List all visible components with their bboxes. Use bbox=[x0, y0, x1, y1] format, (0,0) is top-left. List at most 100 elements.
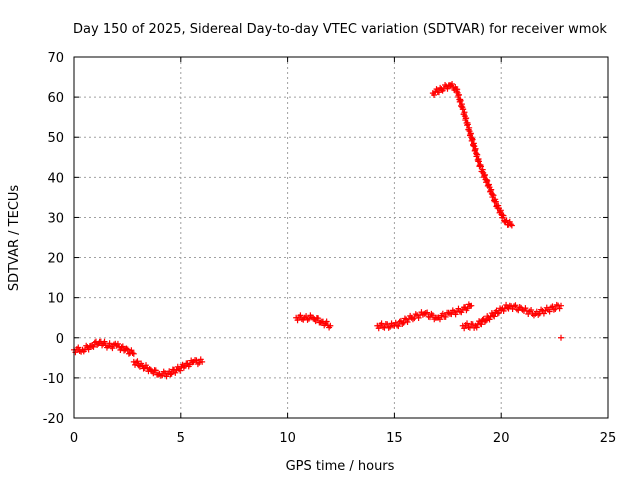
series-night-segment-a bbox=[71, 338, 137, 357]
trace-marker bbox=[103, 344, 110, 351]
y-tick-label: -20 bbox=[43, 412, 64, 427]
trace-marker bbox=[177, 367, 184, 374]
trace-marker bbox=[474, 151, 481, 158]
trace-marker bbox=[436, 316, 443, 323]
trace-marker bbox=[497, 207, 504, 214]
x-tick-label: 5 bbox=[177, 431, 185, 446]
trace-marker bbox=[196, 359, 203, 366]
y-tick-label: 0 bbox=[56, 332, 64, 347]
trace-marker bbox=[507, 221, 514, 228]
trace-marker bbox=[457, 97, 464, 104]
trace-marker bbox=[464, 121, 471, 128]
trace-marker bbox=[392, 319, 399, 326]
trace-marker bbox=[124, 346, 131, 353]
trace-marker bbox=[500, 212, 507, 219]
trace-marker bbox=[168, 370, 175, 377]
trace-marker bbox=[326, 324, 333, 331]
trace-marker bbox=[484, 177, 491, 184]
trace-marker bbox=[497, 208, 504, 215]
trace-marker bbox=[315, 315, 322, 322]
series-afternoon-segment bbox=[374, 301, 475, 332]
trace-marker bbox=[172, 369, 179, 376]
trace-marker bbox=[75, 344, 82, 351]
trace-marker bbox=[461, 325, 468, 332]
trace-marker bbox=[407, 312, 414, 319]
trace-marker bbox=[101, 338, 108, 345]
trace-marker bbox=[424, 309, 431, 316]
trace-marker bbox=[167, 371, 174, 378]
trace-marker bbox=[449, 80, 456, 87]
trace-marker bbox=[297, 312, 304, 319]
grid-lines bbox=[74, 57, 608, 418]
trace-marker bbox=[138, 360, 145, 367]
trace-marker bbox=[481, 318, 488, 325]
trace-marker bbox=[171, 366, 178, 373]
trace-marker bbox=[495, 202, 502, 209]
trace-marker bbox=[85, 346, 92, 353]
trace-marker bbox=[490, 312, 497, 319]
data-point bbox=[558, 334, 565, 341]
trace-marker bbox=[129, 350, 136, 357]
trace-marker bbox=[128, 347, 135, 354]
trace-marker bbox=[118, 344, 125, 351]
trace-marker bbox=[486, 316, 493, 323]
trace-marker bbox=[394, 322, 401, 329]
trace-marker bbox=[399, 320, 406, 327]
trace-marker bbox=[478, 321, 485, 328]
trace-marker bbox=[490, 192, 497, 199]
trace-marker bbox=[123, 345, 130, 352]
trace-marker bbox=[458, 309, 465, 316]
y-tick-labels: -20 -10 0 10 20 30 40 50 60 70 bbox=[43, 51, 64, 427]
x-tick-label: 25 bbox=[600, 431, 617, 446]
trace-marker bbox=[400, 319, 407, 326]
trace-marker bbox=[179, 361, 186, 368]
trace-marker bbox=[444, 85, 451, 92]
data-point bbox=[508, 222, 515, 229]
trace-marker bbox=[323, 318, 330, 325]
trace-marker bbox=[294, 317, 301, 324]
trace-marker bbox=[125, 350, 132, 357]
y-tick-label: 20 bbox=[47, 252, 64, 267]
trace-marker bbox=[494, 310, 501, 317]
y-tick-label: 10 bbox=[47, 292, 64, 307]
trace-marker bbox=[523, 307, 530, 314]
chart-title: Day 150 of 2025, Sidereal Day-to-day VTE… bbox=[73, 22, 607, 37]
x-axis-label: GPS time / hours bbox=[286, 459, 395, 474]
series-night-segment-b bbox=[130, 356, 206, 380]
trace-marker bbox=[500, 308, 507, 315]
trace-marker bbox=[546, 308, 553, 315]
trace-marker bbox=[197, 356, 204, 363]
y-tick-label: -10 bbox=[43, 372, 64, 387]
trace-marker bbox=[503, 217, 510, 224]
y-axis-label: SDTVAR / TECUs bbox=[7, 185, 22, 292]
trace-marker bbox=[395, 323, 402, 330]
trace-marker bbox=[528, 306, 535, 313]
trace-marker bbox=[431, 92, 438, 99]
series-evening-segment bbox=[459, 301, 565, 332]
series-late-outlier bbox=[558, 334, 565, 341]
trace-marker bbox=[136, 363, 143, 370]
x-tick-label: 10 bbox=[279, 431, 296, 446]
series-midday-segment bbox=[293, 312, 334, 331]
x-tick-labels: 0 5 10 15 20 25 bbox=[70, 431, 616, 446]
trace-marker bbox=[433, 86, 440, 93]
trace-marker bbox=[133, 359, 140, 366]
trace-marker bbox=[469, 321, 476, 328]
trace-marker bbox=[504, 304, 511, 311]
trace-marker bbox=[114, 340, 121, 347]
y-tick-label: 70 bbox=[47, 51, 64, 66]
trace-marker bbox=[163, 373, 170, 380]
trace-marker bbox=[134, 358, 141, 365]
trace-marker bbox=[404, 319, 411, 326]
x-tick-label: 0 bbox=[70, 431, 78, 446]
plot-frame bbox=[73, 56, 609, 419]
trace-marker bbox=[483, 317, 490, 324]
trace-marker bbox=[152, 367, 159, 374]
trace-marker bbox=[495, 309, 502, 316]
y-tick-label: 50 bbox=[47, 131, 64, 146]
trace-marker bbox=[89, 343, 96, 350]
trace-marker bbox=[491, 313, 498, 320]
trace-marker bbox=[387, 323, 394, 330]
trace-marker bbox=[162, 370, 169, 377]
